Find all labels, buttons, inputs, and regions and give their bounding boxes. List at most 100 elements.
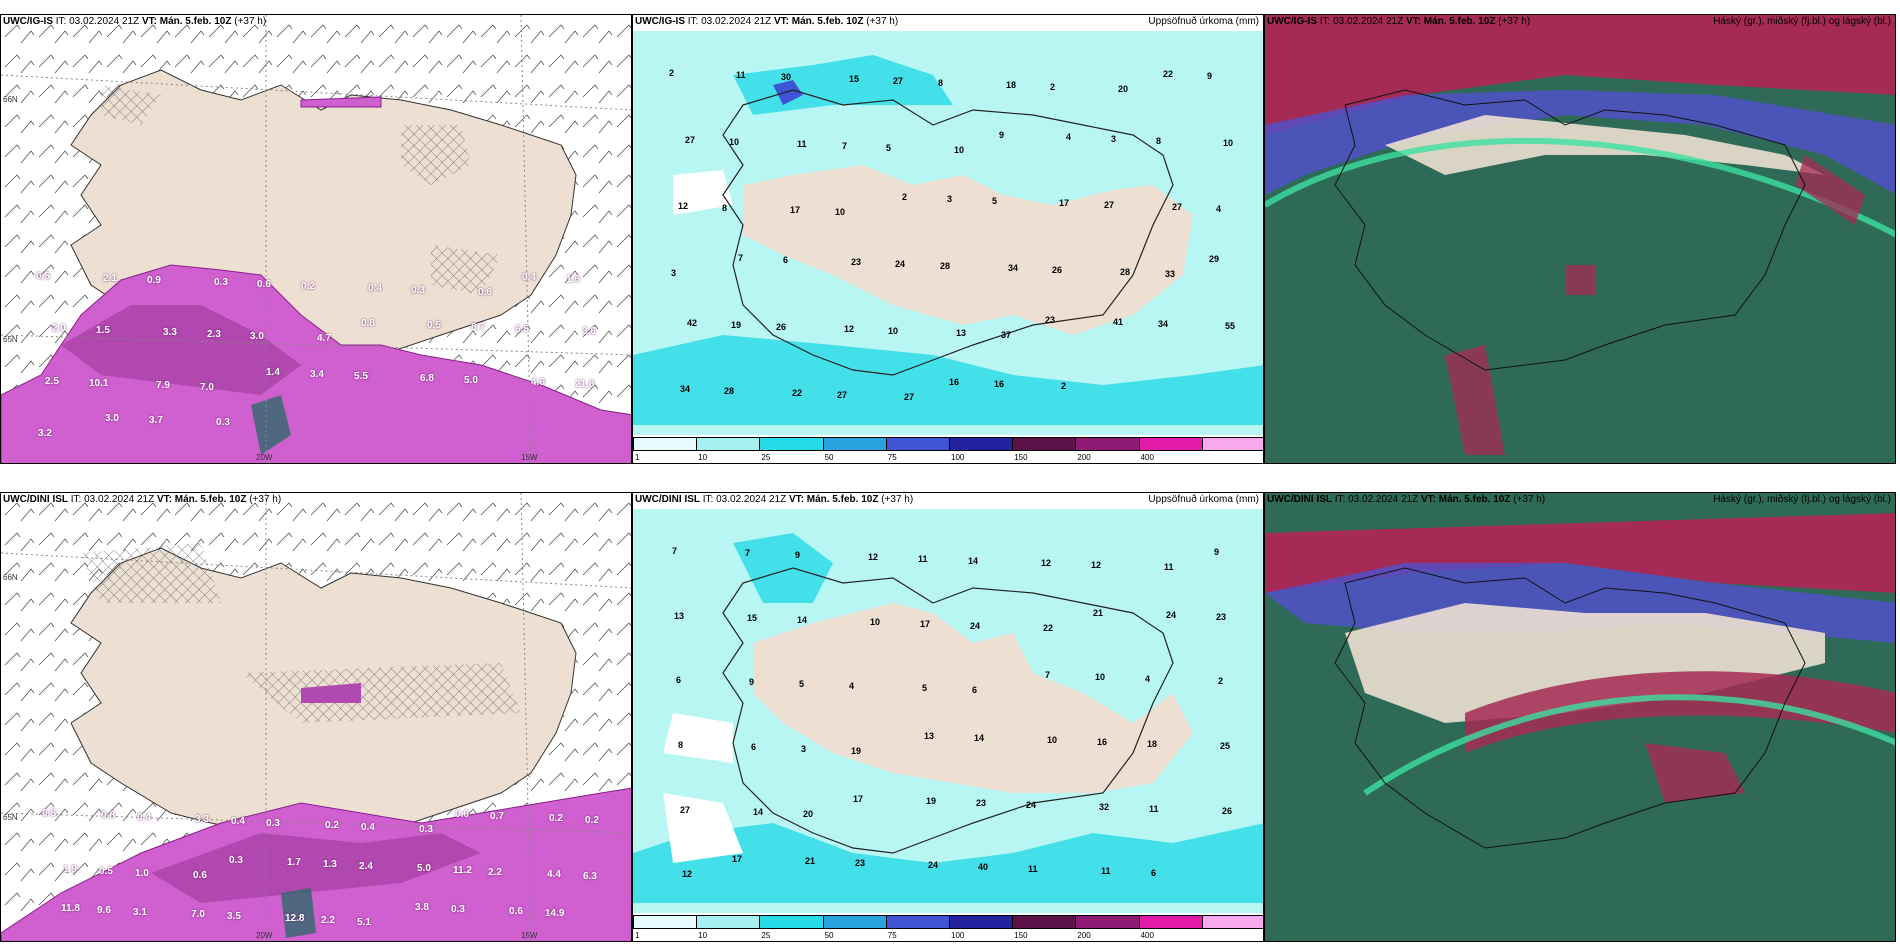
high-cloud-layer	[1265, 15, 1895, 135]
precip-value-label: 3.6	[582, 326, 596, 337]
precip-value-label: 13	[924, 731, 935, 741]
precip-value-label: 10	[729, 137, 740, 147]
precip-value-label: 17	[1059, 198, 1070, 208]
precip-value-label: 0.5	[427, 320, 441, 331]
lon-line	[520, 493, 532, 941]
precip-value-label: 11	[797, 139, 807, 149]
precip-value-label: 40	[978, 862, 989, 872]
high-cloud-layer	[1265, 513, 1895, 593]
precip-value-label: 1.5	[96, 325, 110, 336]
panel-accum-precip-dini: UWC/DINI ISL IT: 03.02.2024 21Z VT: Mán.…	[632, 492, 1264, 942]
precip-value-label: 27	[1104, 200, 1115, 210]
colorbar-swatch	[633, 915, 698, 929]
precip-value-label: 13	[674, 611, 685, 621]
high-cloud-patch	[1445, 345, 1505, 455]
precip-value-label: 17	[732, 854, 743, 864]
precip-value-label: 0.6	[455, 809, 469, 820]
colorbar-swatch	[1075, 915, 1140, 929]
precip-value-label: 11.8	[61, 903, 80, 914]
precip-value-label: 14	[797, 615, 808, 625]
precip-value-label: 0.4	[231, 816, 245, 827]
precip-value-label: 27	[685, 135, 696, 145]
high-cloud-patch	[1565, 265, 1595, 295]
colorbar-swatch	[1012, 915, 1077, 929]
colorbar-tick-label: 100	[951, 931, 965, 940]
precip-value-label: 8	[1156, 136, 1162, 146]
hatch-area	[101, 85, 161, 125]
precip-value-label: 20	[803, 809, 814, 819]
colorbar-tick-label: 75	[887, 931, 897, 940]
precip-value-label: 6	[783, 255, 789, 265]
high-cloud-patch	[1795, 155, 1865, 225]
map-wind-precip	[1, 493, 631, 941]
precip-value-label: 7.9	[156, 380, 170, 391]
precip-value-label: 12	[682, 869, 693, 879]
precip-value-label: 34	[680, 384, 691, 394]
colorbar-swatch	[885, 915, 950, 929]
map-accum-precip	[633, 509, 1263, 913]
precip-value-label: 1.3	[323, 859, 337, 870]
precip-value-label: 0.3	[411, 285, 425, 296]
precip-value-label: 1.6	[566, 274, 580, 285]
colorbar-tick-label: 150	[1014, 453, 1028, 462]
precip-value-label: 27	[680, 805, 691, 815]
colorbar-legend: 1 10 25 50 75 100 150 200 400	[633, 913, 1263, 941]
panel-clouds-igis: UWC/IG-IS IT: 03.02.2024 21Z VT: Mán. 5.…	[1264, 14, 1896, 464]
colorbar-swatch	[822, 437, 887, 451]
precip-value-label: 14	[753, 807, 764, 817]
lat-label: 66N	[3, 95, 18, 104]
precip-value-label: 18	[1006, 80, 1017, 90]
precip-value-label: 0.2	[549, 813, 563, 824]
precip-value-label: 14	[974, 733, 985, 743]
precip-value-label: 10.1	[89, 378, 109, 389]
map-clouds	[1265, 15, 1895, 463]
precip-value-label: 16	[1097, 737, 1108, 747]
precip-value-label: 14.9	[545, 908, 565, 919]
colorbar-tick-label: 400	[1140, 453, 1154, 462]
precip-value-label: 0.3	[451, 904, 465, 915]
map-wind-precip	[1, 15, 631, 463]
precip-value-label: 17	[920, 619, 931, 629]
precip-value-label: 29	[1209, 254, 1220, 264]
precip-value-label: 7	[738, 253, 744, 263]
no-precip-area	[673, 170, 733, 215]
precip-value-label: 0.5	[99, 866, 113, 877]
precip-value-label: 8	[722, 203, 728, 213]
precip-value-label: 7	[745, 548, 751, 558]
precip-value-label: 11	[918, 554, 928, 564]
panel-clouds-dini: UWC/DINI ISL IT: 03.02.2024 21Z VT: Mán.…	[1264, 492, 1896, 942]
colorbar-swatch	[759, 915, 824, 929]
panel-header: UWC/IG-IS IT: 03.02.2024 21Z VT: Mán. 5.…	[635, 16, 899, 27]
precip-value-label: 12	[678, 201, 689, 211]
precip-value-label: 5	[922, 683, 928, 693]
colorbar-swatch	[885, 437, 950, 451]
precip-value-label: 22	[792, 388, 803, 398]
precip-value-label: 19	[851, 746, 862, 756]
iceland-coastline	[722, 89, 1174, 376]
precip-value-label: 11.2	[453, 865, 472, 876]
precip-value-label: 3	[947, 194, 953, 204]
iceland-coastline	[1334, 567, 1806, 849]
precip-value-label: 12	[1041, 558, 1052, 568]
high-cloud-patch	[1645, 743, 1745, 803]
precip-value-label: 9.6	[97, 905, 111, 916]
precip-value-label: 37	[1001, 330, 1012, 340]
precip-value-label: 24	[1166, 610, 1177, 620]
precip-value-label: 0.2	[301, 281, 315, 292]
lon-label: 15W	[521, 453, 538, 462]
colorbar-tick-label: 1	[635, 931, 640, 940]
precip-core	[251, 395, 291, 455]
lat-line	[1, 74, 631, 111]
precip-value-label: 7.0	[200, 382, 214, 393]
colorbar-tick-label: 50	[824, 453, 834, 462]
precip-value-label: 0.4	[361, 822, 375, 833]
precip-value-label: 1.4	[266, 367, 280, 378]
precip-value-label: 26	[1052, 265, 1063, 275]
colorbar-swatch	[696, 437, 761, 451]
precip-value-label: 0.4	[137, 812, 151, 823]
precip-value-label: 34	[1158, 319, 1169, 329]
precip-value-label: 26	[1222, 806, 1233, 816]
colorbar-swatch	[696, 915, 761, 929]
precip-value-label: 3.4	[310, 369, 324, 380]
precip-value-label: 0.6	[509, 906, 523, 917]
